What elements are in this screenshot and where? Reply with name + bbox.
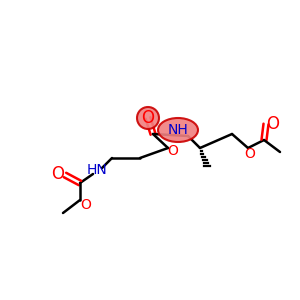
Ellipse shape xyxy=(137,107,159,129)
Text: NH: NH xyxy=(168,123,188,137)
Text: O: O xyxy=(142,109,154,127)
Text: O: O xyxy=(266,115,280,133)
Ellipse shape xyxy=(158,118,198,142)
Text: O: O xyxy=(52,165,64,183)
Text: O: O xyxy=(168,144,178,158)
Text: O: O xyxy=(81,198,92,212)
Text: HN: HN xyxy=(87,163,107,177)
Text: O: O xyxy=(244,147,255,161)
